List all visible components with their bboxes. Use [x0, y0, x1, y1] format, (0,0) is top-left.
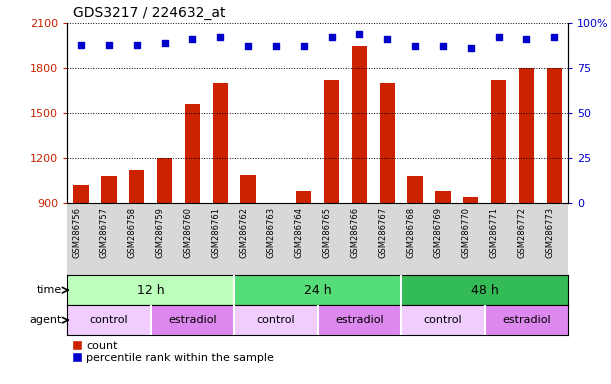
Text: estradiol: estradiol	[502, 315, 551, 325]
Point	[188, 36, 197, 42]
Point	[159, 40, 169, 46]
Point	[354, 31, 364, 37]
Text: estradiol: estradiol	[335, 315, 384, 325]
Bar	[67, 275, 234, 305]
Text: agent: agent	[30, 315, 62, 325]
Text: 48 h: 48 h	[471, 284, 499, 297]
Bar	[157, 158, 172, 203]
Point	[299, 43, 309, 50]
Text: GSM286765: GSM286765	[323, 207, 332, 258]
Text: GSM286772: GSM286772	[518, 207, 527, 258]
Bar	[401, 305, 485, 335]
Bar	[296, 191, 312, 203]
Bar	[73, 185, 89, 203]
Text: GSM286770: GSM286770	[462, 207, 471, 258]
Text: GSM286758: GSM286758	[128, 207, 137, 258]
Text: estradiol: estradiol	[168, 315, 217, 325]
Text: control: control	[90, 315, 128, 325]
Point	[382, 36, 392, 42]
Bar	[101, 176, 117, 203]
Text: GSM286773: GSM286773	[545, 207, 554, 258]
Point	[76, 41, 86, 48]
Bar	[234, 275, 401, 305]
Text: time: time	[37, 285, 62, 295]
Bar	[485, 305, 568, 335]
Bar	[352, 46, 367, 203]
Bar	[234, 305, 318, 335]
Text: GSM286762: GSM286762	[239, 207, 248, 258]
Bar	[241, 175, 256, 203]
Bar	[379, 83, 395, 203]
Text: GSM286757: GSM286757	[100, 207, 109, 258]
Bar	[463, 197, 478, 203]
Point	[243, 43, 253, 50]
Point	[522, 36, 532, 42]
Text: control: control	[423, 315, 463, 325]
Point	[271, 43, 281, 50]
Bar	[318, 305, 401, 335]
Text: GSM286761: GSM286761	[211, 207, 221, 258]
Text: GDS3217 / 224632_at: GDS3217 / 224632_at	[73, 7, 226, 20]
Bar	[547, 68, 562, 203]
Bar	[67, 305, 151, 335]
Text: control: control	[257, 315, 295, 325]
Text: GSM286763: GSM286763	[267, 207, 276, 258]
Text: GSM286760: GSM286760	[183, 207, 192, 258]
Point	[410, 43, 420, 50]
Text: GSM286767: GSM286767	[378, 207, 387, 258]
Legend: count, percentile rank within the sample: count, percentile rank within the sample	[73, 341, 274, 363]
Text: GSM286769: GSM286769	[434, 207, 443, 258]
Point	[549, 35, 559, 41]
Text: 24 h: 24 h	[304, 284, 332, 297]
Bar	[185, 104, 200, 203]
Text: 12 h: 12 h	[137, 284, 164, 297]
Text: GSM286768: GSM286768	[406, 207, 415, 258]
Bar	[435, 191, 451, 203]
Bar	[491, 80, 507, 203]
Point	[327, 35, 337, 41]
Bar	[268, 203, 284, 209]
Point	[104, 41, 114, 48]
Bar	[213, 83, 228, 203]
Bar	[324, 80, 339, 203]
Point	[466, 45, 476, 51]
Point	[438, 43, 448, 50]
Point	[216, 35, 225, 41]
Bar	[519, 68, 534, 203]
Bar	[408, 176, 423, 203]
Text: GSM286756: GSM286756	[72, 207, 81, 258]
Point	[132, 41, 142, 48]
Bar	[151, 305, 234, 335]
Text: GSM286771: GSM286771	[489, 207, 499, 258]
Bar	[129, 170, 144, 203]
Text: GSM286759: GSM286759	[156, 207, 164, 258]
Point	[494, 35, 503, 41]
Bar	[401, 275, 568, 305]
Text: GSM286764: GSM286764	[295, 207, 304, 258]
Text: GSM286766: GSM286766	[351, 207, 359, 258]
